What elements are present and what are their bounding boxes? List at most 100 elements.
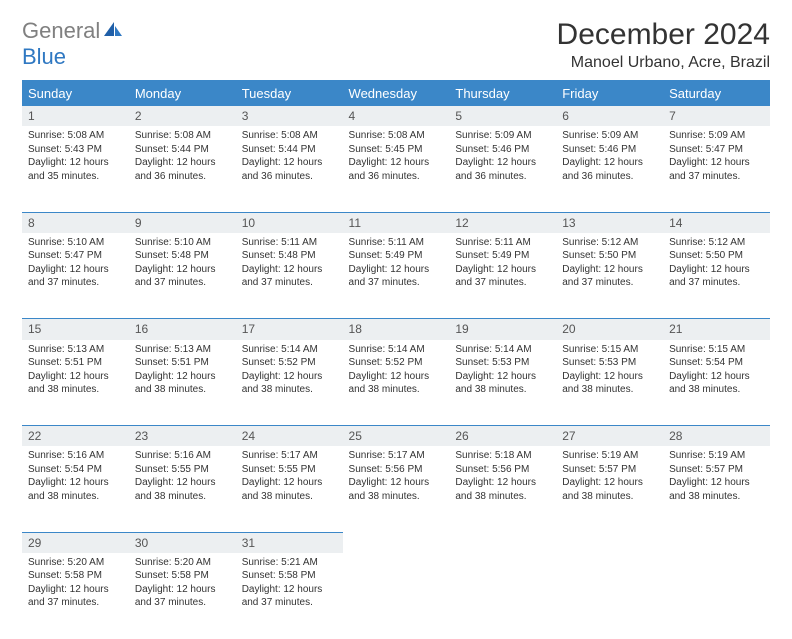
weekday-header: Saturday <box>663 81 770 106</box>
weekday-header-row: SundayMondayTuesdayWednesdayThursdayFrid… <box>22 81 770 106</box>
sunrise-line: Sunrise: 5:16 AM <box>28 449 123 463</box>
day-cell <box>449 553 556 639</box>
day-content-row: Sunrise: 5:10 AMSunset: 5:47 PMDaylight:… <box>22 233 770 319</box>
day-number: 12 <box>449 212 556 233</box>
day-number: 18 <box>343 319 450 340</box>
day-cell: Sunrise: 5:09 AMSunset: 5:46 PMDaylight:… <box>449 126 556 212</box>
day-cell: Sunrise: 5:12 AMSunset: 5:50 PMDaylight:… <box>556 233 663 319</box>
daylight-line: Daylight: 12 hours and 38 minutes. <box>455 370 550 397</box>
sunset-line: Sunset: 5:58 PM <box>28 569 123 583</box>
daylight-line: Daylight: 12 hours and 37 minutes. <box>455 263 550 290</box>
sunset-line: Sunset: 5:48 PM <box>135 249 230 263</box>
day-cell: Sunrise: 5:11 AMSunset: 5:49 PMDaylight:… <box>449 233 556 319</box>
daylight-line: Daylight: 12 hours and 37 minutes. <box>135 583 230 610</box>
sunset-line: Sunset: 5:49 PM <box>455 249 550 263</box>
calendar-table: SundayMondayTuesdayWednesdayThursdayFrid… <box>22 80 770 639</box>
day-number: 1 <box>22 106 129 127</box>
sunrise-line: Sunrise: 5:11 AM <box>455 236 550 250</box>
weekday-header: Thursday <box>449 81 556 106</box>
day-number-row: 1234567 <box>22 106 770 127</box>
daylight-line: Daylight: 12 hours and 38 minutes. <box>562 476 657 503</box>
day-number: 2 <box>129 106 236 127</box>
sunset-line: Sunset: 5:54 PM <box>28 463 123 477</box>
day-cell: Sunrise: 5:08 AMSunset: 5:44 PMDaylight:… <box>236 126 343 212</box>
day-cell: Sunrise: 5:16 AMSunset: 5:54 PMDaylight:… <box>22 446 129 532</box>
sunrise-line: Sunrise: 5:08 AM <box>349 129 444 143</box>
day-number: 22 <box>22 426 129 447</box>
day-cell: Sunrise: 5:11 AMSunset: 5:48 PMDaylight:… <box>236 233 343 319</box>
day-number: 10 <box>236 212 343 233</box>
day-number: 28 <box>663 426 770 447</box>
day-number-row: 15161718192021 <box>22 319 770 340</box>
weekday-header: Sunday <box>22 81 129 106</box>
daylight-line: Daylight: 12 hours and 38 minutes. <box>669 476 764 503</box>
sunset-line: Sunset: 5:56 PM <box>349 463 444 477</box>
sunset-line: Sunset: 5:57 PM <box>669 463 764 477</box>
sunset-line: Sunset: 5:48 PM <box>242 249 337 263</box>
daylight-line: Daylight: 12 hours and 37 minutes. <box>669 263 764 290</box>
sunset-line: Sunset: 5:47 PM <box>28 249 123 263</box>
daylight-line: Daylight: 12 hours and 37 minutes. <box>242 263 337 290</box>
day-number: 8 <box>22 212 129 233</box>
daylight-line: Daylight: 12 hours and 37 minutes. <box>669 156 764 183</box>
sunrise-line: Sunrise: 5:10 AM <box>135 236 230 250</box>
sunset-line: Sunset: 5:52 PM <box>349 356 444 370</box>
daylight-line: Daylight: 12 hours and 38 minutes. <box>455 476 550 503</box>
day-cell: Sunrise: 5:21 AMSunset: 5:58 PMDaylight:… <box>236 553 343 639</box>
day-number: 29 <box>22 532 129 553</box>
day-number: 4 <box>343 106 450 127</box>
day-cell: Sunrise: 5:09 AMSunset: 5:46 PMDaylight:… <box>556 126 663 212</box>
day-number: 13 <box>556 212 663 233</box>
daylight-line: Daylight: 12 hours and 36 minutes. <box>562 156 657 183</box>
daylight-line: Daylight: 12 hours and 37 minutes. <box>562 263 657 290</box>
day-number: 17 <box>236 319 343 340</box>
day-number: 19 <box>449 319 556 340</box>
sunrise-line: Sunrise: 5:08 AM <box>135 129 230 143</box>
logo-sail-icon <box>102 20 124 38</box>
sunset-line: Sunset: 5:55 PM <box>242 463 337 477</box>
day-number: 20 <box>556 319 663 340</box>
day-number: 26 <box>449 426 556 447</box>
sunrise-line: Sunrise: 5:11 AM <box>349 236 444 250</box>
day-cell: Sunrise: 5:13 AMSunset: 5:51 PMDaylight:… <box>129 340 236 426</box>
sunset-line: Sunset: 5:51 PM <box>28 356 123 370</box>
header: General Blue December 2024 Manoel Urbano… <box>22 18 770 72</box>
daylight-line: Daylight: 12 hours and 37 minutes. <box>28 263 123 290</box>
day-number <box>556 532 663 553</box>
day-content-row: Sunrise: 5:13 AMSunset: 5:51 PMDaylight:… <box>22 340 770 426</box>
day-content-row: Sunrise: 5:16 AMSunset: 5:54 PM Daylight:… <box>22 446 770 532</box>
logo-text-blue: Blue <box>22 44 66 69</box>
sunset-line: Sunset: 5:45 PM <box>349 143 444 157</box>
day-number: 11 <box>343 212 450 233</box>
sunset-line: Sunset: 5:54 PM <box>669 356 764 370</box>
day-cell: Sunrise: 5:17 AMSunset: 5:55 PMDaylight:… <box>236 446 343 532</box>
sunrise-line: Sunrise: 5:20 AM <box>135 556 230 570</box>
sunset-line: Sunset: 5:52 PM <box>242 356 337 370</box>
day-number: 21 <box>663 319 770 340</box>
day-cell: Sunrise: 5:18 AMSunset: 5:56 PMDaylight:… <box>449 446 556 532</box>
day-number: 31 <box>236 532 343 553</box>
sunset-line: Sunset: 5:51 PM <box>135 356 230 370</box>
sunrise-line: Sunrise: 5:21 AM <box>242 556 337 570</box>
weekday-header: Monday <box>129 81 236 106</box>
day-number: 24 <box>236 426 343 447</box>
day-cell: Sunrise: 5:14 AMSunset: 5:53 PMDaylight:… <box>449 340 556 426</box>
sunrise-line: Sunrise: 5:08 AM <box>28 129 123 143</box>
weekday-header: Tuesday <box>236 81 343 106</box>
sunrise-line: Sunrise: 5:12 AM <box>562 236 657 250</box>
sunrise-line: Sunrise: 5:15 AM <box>562 343 657 357</box>
day-number <box>663 532 770 553</box>
sunrise-line: Sunrise: 5:18 AM <box>455 449 550 463</box>
day-cell: Sunrise: 5:20 AMSunset: 5:58 PMDaylight:… <box>129 553 236 639</box>
day-cell: Sunrise: 5:15 AMSunset: 5:53 PMDaylight:… <box>556 340 663 426</box>
weekday-header: Friday <box>556 81 663 106</box>
day-number: 3 <box>236 106 343 127</box>
day-number: 27 <box>556 426 663 447</box>
day-cell: Sunrise: 5:15 AMSunset: 5:54 PMDaylight:… <box>663 340 770 426</box>
day-number: 30 <box>129 532 236 553</box>
weekday-header: Wednesday <box>343 81 450 106</box>
day-number <box>449 532 556 553</box>
sunrise-line: Sunrise: 5:20 AM <box>28 556 123 570</box>
daylight-line: Daylight: 12 hours and 38 minutes. <box>242 370 337 397</box>
day-cell <box>663 553 770 639</box>
